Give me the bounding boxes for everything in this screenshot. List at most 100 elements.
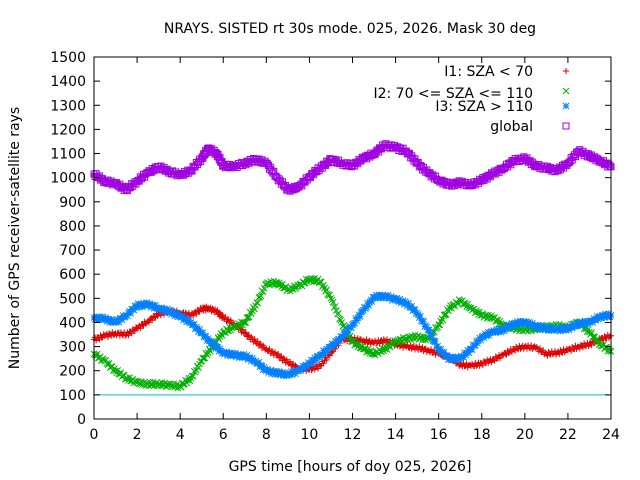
point-i2-interp: [260, 284, 268, 292]
x-tick-label-12: 12: [344, 427, 362, 443]
point-i1-interp: [283, 356, 290, 363]
point-i3-interp: [574, 322, 581, 330]
x-tick-label-6: 6: [219, 427, 228, 443]
y-axis-label: Number of GPS receiver-satellite rays: [7, 107, 23, 369]
point-i3-interp: [404, 302, 411, 310]
point-i3-interp: [324, 347, 332, 355]
point-i3-interp: [465, 349, 473, 357]
y-tick-label-700: 700: [59, 243, 86, 259]
chart-title: NRAYS. SISTED rt 30s mode. 025, 2026. Ma…: [164, 21, 536, 37]
point-i3-interp: [495, 327, 503, 335]
y-tick-label-200: 200: [59, 364, 86, 380]
point-i1-interp: [502, 350, 509, 357]
point-i1-interp: [416, 343, 423, 350]
y-tick-label-800: 800: [59, 219, 86, 235]
point-i1-interp: [422, 345, 429, 352]
point-i3-interp: [425, 326, 433, 334]
point-i1-interp: [379, 339, 386, 346]
point-i3-interp: [573, 319, 580, 327]
point-i3-interp: [341, 331, 349, 338]
point-i3-interp: [106, 319, 114, 326]
point-i3-interp: [440, 348, 448, 356]
point-i1-interp: [606, 333, 613, 340]
point-i3-interp: [247, 357, 255, 365]
point-i3-interp: [364, 299, 371, 307]
series-i2: [90, 274, 615, 392]
point-i3-interp: [358, 308, 366, 315]
point-i3-interp: [380, 294, 388, 302]
point-i3-interp: [501, 327, 508, 335]
point-i1-interp: [275, 350, 282, 357]
point-i2-interp: [488, 312, 495, 319]
point-i3-interp: [383, 294, 391, 302]
point-i3-interp: [365, 302, 373, 309]
point-i3-interp: [531, 321, 538, 329]
point-i1-interp: [428, 346, 435, 353]
point-i3-interp: [300, 365, 308, 373]
point-i3-interp: [260, 363, 268, 371]
point-i1-interp: [320, 360, 327, 367]
point-i1-interp: [282, 359, 289, 366]
point-i2-interp: [331, 303, 339, 310]
legend-marker-global: [562, 122, 570, 130]
point-i3-interp: [114, 316, 122, 323]
x-tick-label-2: 2: [133, 427, 142, 443]
point-i2-interp: [335, 309, 342, 317]
point-i1-interp: [137, 325, 144, 332]
point-i2-interp: [453, 299, 461, 307]
x-tick-label-18: 18: [473, 427, 491, 443]
point-i3-interp: [206, 340, 214, 347]
point-i1-interp: [315, 365, 322, 372]
y-tick-label-1500: 1500: [50, 50, 86, 66]
point-i1-interp: [383, 336, 390, 343]
point-i1-interp: [536, 345, 543, 352]
point-i2-interp: [454, 300, 462, 307]
point-i3-interp: [545, 327, 552, 334]
point-i1-interp: [190, 312, 197, 319]
point-i1-interp: [142, 320, 149, 327]
point-i3-interp: [488, 328, 495, 335]
point-i1-interp: [271, 349, 278, 356]
point-i1-interp: [195, 308, 202, 315]
point-i3-interp: [353, 317, 361, 324]
point-i3-interp: [368, 298, 376, 306]
point-i1-interp: [280, 355, 287, 362]
point-i3-interp: [605, 310, 613, 317]
point-i2-interp: [199, 354, 207, 362]
point-i3-interp: [158, 304, 166, 312]
y-tick-label-1000: 1000: [50, 171, 86, 187]
point-i2-interp: [401, 335, 409, 343]
point-i3-interp: [274, 370, 282, 378]
point-i1-interp: [585, 343, 592, 350]
point-i3-interp: [107, 315, 115, 323]
point-i3-interp: [135, 303, 143, 311]
point-i3-interp: [261, 366, 269, 374]
point-global-interp: [518, 155, 526, 163]
point-i3-interp: [161, 306, 169, 314]
point-i1-interp: [193, 311, 200, 318]
point-global-interp: [606, 162, 614, 170]
legend-label-i3: I3: SZA > 110: [435, 99, 533, 115]
legend-marker-i3: [562, 102, 570, 110]
point-i3-interp: [132, 304, 140, 311]
point-i3-interp: [405, 299, 412, 307]
point-i1-interp: [251, 336, 258, 343]
series-i1: [91, 303, 614, 375]
point-i2-interp: [442, 311, 450, 318]
point-i3-interp: [96, 313, 103, 321]
x-tick-label-22: 22: [559, 427, 577, 443]
point-i3-interp: [311, 354, 319, 362]
point-i3-interp: [451, 355, 459, 363]
point-i3-interp: [175, 310, 183, 318]
legend-marker-i1: [563, 68, 569, 74]
point-i3-interp: [173, 311, 181, 319]
point-global-interp: [378, 145, 386, 153]
point-global-interp: [496, 164, 504, 172]
point-i3-interp: [271, 371, 279, 378]
y-tick-label-300: 300: [59, 340, 86, 356]
point-i3-interp: [583, 319, 591, 327]
point-i1-interp: [131, 327, 138, 334]
y-tick-label-600: 600: [59, 267, 86, 283]
point-i2-interp: [257, 292, 265, 300]
